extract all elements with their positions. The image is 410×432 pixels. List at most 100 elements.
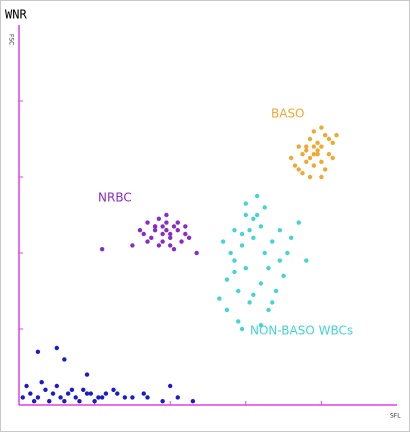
- y-axis-label: FSC: [8, 34, 15, 45]
- point: [77, 399, 82, 404]
- point: [243, 212, 248, 218]
- point: [236, 319, 241, 324]
- point: [319, 144, 324, 149]
- point: [277, 258, 283, 263]
- point: [43, 387, 48, 392]
- point: [160, 231, 165, 237]
- point: [330, 155, 335, 161]
- point: [160, 239, 165, 244]
- point: [175, 395, 180, 400]
- point: [137, 228, 143, 233]
- point: [236, 288, 241, 294]
- point: [315, 140, 320, 145]
- point: [160, 224, 165, 229]
- point: [239, 243, 245, 248]
- point: [62, 357, 67, 362]
- point: [319, 159, 324, 164]
- point: [175, 228, 180, 233]
- point: [243, 266, 248, 271]
- point: [326, 136, 332, 142]
- point: [300, 171, 305, 176]
- point: [50, 391, 56, 396]
- point: [31, 399, 37, 404]
- point: [322, 133, 328, 138]
- point: [296, 167, 301, 172]
- point: [81, 387, 86, 392]
- point: [220, 239, 226, 244]
- point: [247, 300, 252, 305]
- point: [164, 228, 169, 233]
- point: [103, 391, 109, 396]
- point: [149, 235, 154, 240]
- point: [262, 250, 267, 256]
- point: [251, 292, 256, 297]
- point: [300, 152, 305, 157]
- point: [319, 174, 324, 180]
- x-axis-label: SFL: [390, 413, 401, 420]
- point: [84, 372, 90, 377]
- point: [258, 281, 264, 286]
- point: [164, 212, 169, 218]
- point: [141, 391, 146, 396]
- point: [96, 395, 101, 400]
- point: [311, 129, 317, 134]
- point: [304, 148, 309, 153]
- point: [319, 125, 324, 130]
- point: [296, 220, 301, 225]
- point: [296, 144, 301, 149]
- point: [84, 391, 90, 396]
- point: [73, 395, 78, 400]
- point: [232, 258, 237, 263]
- point: [122, 395, 128, 400]
- point: [224, 307, 230, 313]
- point: [65, 391, 71, 396]
- cluster-label: NRBC: [98, 191, 132, 205]
- point: [311, 163, 317, 168]
- point: [47, 399, 52, 404]
- point: [130, 395, 135, 400]
- point: [311, 152, 317, 157]
- point: [247, 228, 252, 233]
- point: [232, 269, 237, 275]
- point: [266, 266, 271, 271]
- point: [168, 235, 173, 240]
- point: [285, 250, 290, 256]
- point: [35, 349, 41, 354]
- point: [304, 258, 309, 263]
- point: [168, 383, 173, 389]
- point: [130, 243, 135, 248]
- point: [69, 387, 75, 392]
- point: [277, 228, 283, 233]
- point: [239, 231, 245, 237]
- point: [258, 224, 264, 229]
- point: [326, 152, 332, 157]
- point: [262, 205, 267, 210]
- point: [141, 231, 146, 237]
- point: [145, 220, 150, 225]
- point: [322, 167, 328, 172]
- point: [20, 395, 25, 400]
- point: [156, 216, 162, 221]
- point: [62, 399, 67, 404]
- point: [288, 155, 294, 161]
- point: [99, 395, 105, 400]
- point: [281, 273, 286, 278]
- point: [39, 380, 44, 385]
- point: [251, 235, 256, 240]
- point: [58, 395, 63, 400]
- point: [224, 277, 230, 282]
- point: [111, 387, 116, 392]
- point: [168, 243, 173, 248]
- point: [292, 163, 298, 168]
- point: [304, 144, 309, 149]
- point: [304, 159, 309, 164]
- point: [175, 220, 180, 225]
- point: [266, 307, 271, 313]
- point: [35, 395, 41, 400]
- point: [273, 288, 279, 294]
- point: [168, 231, 173, 237]
- point: [164, 220, 169, 225]
- point: [145, 239, 150, 244]
